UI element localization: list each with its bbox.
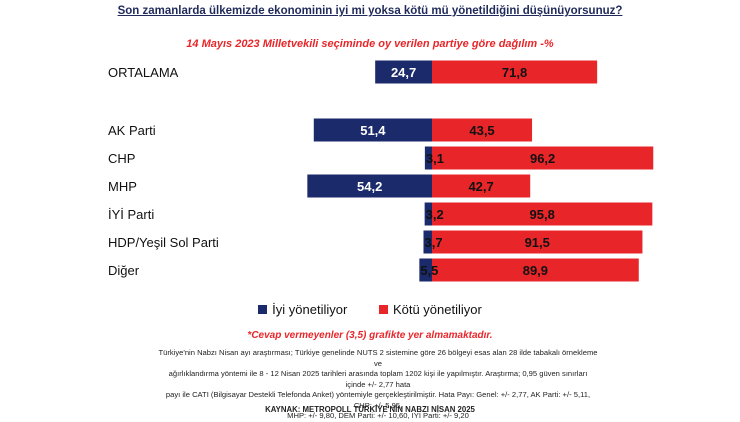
value-label-good-ortalama: 24,7 — [391, 65, 416, 80]
bar-good-i-yi-parti — [424, 202, 432, 226]
bar-good-hdp-yeşil-sol-parti — [423, 230, 432, 254]
category-label-ortalama: ORTALAMA — [108, 65, 179, 80]
methodology-line-1: Türkiye'nin Nabzı Nisan ayı araştırması;… — [158, 348, 598, 368]
methodology-line-4: MHP: +/- 9,80, DEM Parti: +/- 10,60, IYI… — [287, 411, 469, 420]
category-label-i-yi-parti: İYİ Parti — [108, 207, 154, 222]
value-label-good-i-yi-parti: 3,2 — [426, 207, 444, 222]
methodology-text: Türkiye'nin Nabzı Nisan ayı araştırması;… — [158, 348, 598, 422]
bar-bad-i-yi-parti — [432, 202, 653, 226]
legend-swatch-good — [258, 305, 268, 314]
bar-good-diğer — [419, 258, 432, 282]
chart-legend: İyi yönetiliyor Kötü yönetiliyor — [0, 302, 740, 317]
bar-bad-mhp — [432, 174, 531, 198]
value-label-bad-ak-parti: 43,5 — [469, 123, 494, 138]
legend-label-good: İyi yönetiliyor — [272, 302, 348, 317]
legend-label-bad: Kötü yönetiliyor — [392, 302, 482, 317]
value-label-bad-chp: 96,2 — [530, 151, 555, 166]
value-label-bad-mhp: 42,7 — [468, 179, 493, 194]
bar-good-mhp — [307, 174, 432, 198]
value-label-good-mhp: 54,2 — [357, 179, 382, 194]
category-label-diğer: Diğer — [108, 263, 140, 278]
chart-title: Son zamanlarda ülkemizde ekonominin iyi … — [117, 5, 623, 17]
bar-bad-ortalama — [432, 60, 598, 84]
value-label-good-diğer: 5,5 — [420, 263, 438, 278]
chart-subtitle: 14 Mayıs 2023 Milletvekili seçiminde oy … — [186, 38, 554, 50]
value-label-good-ak-parti: 51,4 — [360, 123, 386, 138]
value-label-bad-i-yi-parti: 95,8 — [530, 207, 555, 222]
category-label-ak-parti: AK Parti — [108, 123, 156, 138]
bar-bad-chp — [432, 146, 654, 170]
bar-bad-ak-parti — [432, 118, 533, 142]
category-label-chp: CHP — [108, 151, 135, 166]
methodology-line-3: payı ile CATI (Bilgisayar Destekli Telef… — [165, 390, 591, 410]
methodology-line-2: ağırlıklandırma yöntemi ile 8 - 12 Nisan… — [168, 369, 588, 389]
source-line: KAYNAK: METROPOLL TÜRKİYE'NİN NABZI NİSA… — [265, 405, 475, 414]
category-label-hdp-yeşil-sol-parti: HDP/Yeşil Sol Parti — [108, 235, 219, 250]
value-label-bad-ortalama: 71,8 — [502, 65, 527, 80]
value-label-good-hdp-yeşil-sol-parti: 3,7 — [424, 235, 442, 250]
diverging-bar-chart: ORTALAMA 24,7 71,8 AK Parti 51,4 43,5 CHP 3,1 96… — [108, 60, 654, 282]
legend-item-good: İyi yönetiliyor — [258, 302, 347, 317]
bar-good-chp — [424, 146, 432, 170]
value-label-bad-diğer: 89,9 — [523, 263, 548, 278]
category-label-mhp: MHP — [108, 179, 137, 194]
value-label-good-chp: 3,1 — [426, 151, 444, 166]
bar-good-ortalama — [375, 60, 432, 84]
bar-good-ak-parti — [313, 118, 432, 142]
footnote: *Cevap vermeyenler (3,5) grafikte yer al… — [247, 330, 493, 341]
legend-swatch-bad — [378, 305, 388, 314]
legend-item-bad: Kötü yönetiliyor — [378, 302, 482, 317]
bar-bad-diğer — [432, 258, 639, 282]
bar-bad-hdp-yeşil-sol-parti — [432, 230, 643, 254]
value-label-bad-hdp-yeşil-sol-parti: 91,5 — [525, 235, 550, 250]
